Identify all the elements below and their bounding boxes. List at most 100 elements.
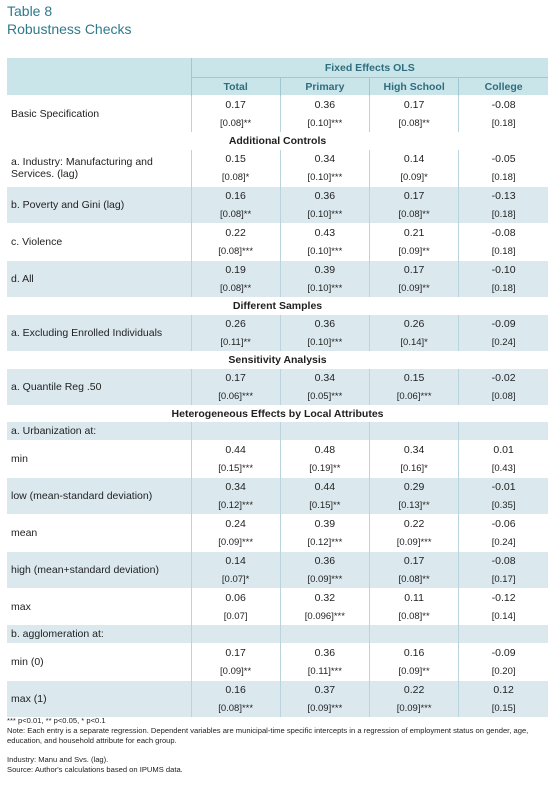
- table-row-coef: b. Poverty and Gini (lag) 0.16 0.36 0.17 -0.…: [7, 186, 549, 224]
- row-label: high (mean+standard deviation): [7, 551, 191, 589]
- coefficient-cell: 0.17: [368, 551, 459, 570]
- row-label: max: [7, 588, 191, 625]
- coefficient-cell: 0.36: [279, 314, 370, 333]
- method-note: Note: Each entry is a separate regressio…: [7, 726, 529, 746]
- std-error-cell: [0.12]***: [279, 533, 370, 552]
- table-row-coef: high (mean+standard deviation) 0.14 0.36 0.…: [7, 551, 549, 589]
- row-label: min: [7, 440, 191, 478]
- table-caption: Robustness Checks: [7, 21, 132, 37]
- row-label: mean: [7, 514, 191, 552]
- std-error-cell: [0.09]*: [368, 168, 459, 187]
- coefficient-cell: 0.44: [190, 440, 281, 459]
- table-notes: *** p<0.01, ** p<0.05, * p<0.1 Note: Eac…: [7, 716, 552, 775]
- industry-note: Industry: Manu and Svs. (lag).: [7, 754, 109, 764]
- std-error-cell: [0.09]***: [279, 570, 370, 589]
- std-error-cell: [0.10]***: [279, 333, 370, 351]
- std-error-cell: [0.09]**: [190, 662, 281, 681]
- section-title: Different Samples: [7, 297, 549, 315]
- row-label: a. Industry: Manufacturing and Services.…: [7, 149, 191, 187]
- std-error-cell: [0.19]**: [279, 459, 370, 478]
- coefficient-cell: 0.34: [368, 440, 459, 459]
- std-error-cell: [0.17]: [458, 570, 549, 589]
- header-col-high-school: High School: [368, 77, 459, 96]
- coefficient-cell: 0.17: [368, 95, 459, 114]
- std-error-cell: [0.09]**: [368, 662, 459, 681]
- subsection-label: a. Urbanization at:: [7, 422, 191, 441]
- std-error-cell: [0.06]***: [368, 387, 459, 405]
- empty-cell: [279, 422, 370, 441]
- row-label: max (1): [7, 680, 191, 717]
- table-row-coef: a. Industry: Manufacturing and Services.…: [7, 149, 549, 187]
- std-error-cell: [0.09]***: [190, 533, 281, 552]
- coefficient-cell: -0.12: [458, 588, 549, 607]
- table-row-coef: min 0.44 0.48 0.34 0.01: [7, 440, 549, 478]
- row-label: a. Quantile Reg .50: [7, 368, 191, 405]
- std-error-cell: [0.10]***: [279, 168, 370, 187]
- table-row-se: [0.09]*** [0.12]*** [0.09]*** [0.24]: [7, 533, 549, 552]
- std-error-cell: [0.15]: [458, 699, 549, 717]
- row-label: c. Violence: [7, 223, 191, 261]
- coefficient-cell: 0.22: [368, 514, 459, 533]
- std-error-cell: [0.08]**: [368, 570, 459, 589]
- std-error-cell: [0.13]**: [368, 496, 459, 515]
- header-col-total: Total: [190, 77, 281, 96]
- table-row-se: [0.08]** [0.10]*** [0.08]** [0.18]: [7, 114, 549, 132]
- coefficient-cell: 0.34: [279, 368, 370, 387]
- header-col-college: College: [458, 77, 549, 96]
- std-error-cell: [0.20]: [458, 662, 549, 681]
- table-row-coef: low (mean-standard deviation) 0.34 0.44 0.2…: [7, 477, 549, 515]
- coefficient-cell: 0.26: [368, 314, 459, 333]
- std-error-cell: [0.24]: [458, 333, 549, 351]
- empty-cell: [190, 422, 281, 441]
- header-empty-cell: [7, 77, 191, 96]
- std-error-cell: [0.09]**: [368, 279, 459, 297]
- coefficient-cell: 0.15: [368, 368, 459, 387]
- coefficient-cell: -0.08: [458, 95, 549, 114]
- coefficient-cell: 0.17: [368, 186, 459, 205]
- std-error-cell: [0.12]***: [190, 496, 281, 515]
- header-fixed-effects: Fixed Effects OLS: [190, 58, 549, 78]
- std-error-cell: [0.15]**: [279, 496, 370, 515]
- subsection-row: b. agglomeration at:: [7, 625, 549, 644]
- coefficient-cell: 0.15: [190, 149, 281, 168]
- std-error-cell: [0.11]**: [190, 333, 281, 351]
- table-row-se: [0.08]* [0.10]*** [0.09]* [0.18]: [7, 168, 549, 187]
- header-empty-cell: [7, 58, 191, 78]
- std-error-cell: [0.06]***: [190, 387, 281, 405]
- section-title: Additional Controls: [7, 132, 549, 150]
- std-error-cell: [0.10]***: [279, 279, 370, 297]
- row-label: b. Poverty and Gini (lag): [7, 186, 191, 224]
- coefficient-cell: -0.09: [458, 643, 549, 662]
- coefficient-cell: 0.24: [190, 514, 281, 533]
- table-row-se: [0.11]** [0.10]*** [0.14]* [0.24]: [7, 333, 549, 351]
- row-label: Basic Specification: [7, 95, 191, 132]
- section-header-row: Additional Controls: [7, 132, 549, 150]
- table-title: Table 8 Robustness Checks: [7, 2, 132, 38]
- coefficient-cell: 0.39: [279, 514, 370, 533]
- table-row-coef: d. All 0.19 0.39 0.17 -0.10: [7, 260, 549, 297]
- table-row-se: [0.12]*** [0.15]** [0.13]** [0.35]: [7, 496, 549, 515]
- empty-cell: [458, 625, 549, 644]
- section-header-row: Sensitivity Analysis: [7, 351, 549, 369]
- table-row-se: [0.08]** [0.10]*** [0.09]** [0.18]: [7, 279, 549, 297]
- table-row-se: [0.08]*** [0.09]*** [0.09]*** [0.15]: [7, 699, 549, 717]
- coefficient-cell: 0.26: [190, 314, 281, 333]
- coefficient-cell: 0.14: [190, 551, 281, 570]
- table-row-se: [0.07]* [0.09]*** [0.08]** [0.17]: [7, 570, 549, 589]
- std-error-cell: [0.24]: [458, 533, 549, 552]
- coefficient-cell: -0.06: [458, 514, 549, 533]
- coefficient-cell: 0.19: [190, 260, 281, 279]
- std-error-cell: [0.10]***: [279, 114, 370, 132]
- coefficient-cell: 0.36: [279, 551, 370, 570]
- empty-cell: [190, 625, 281, 644]
- table-row-coef: c. Violence 0.22 0.43 0.21 -0.08: [7, 223, 549, 261]
- header-group-row: Fixed Effects OLS: [7, 58, 549, 78]
- std-error-cell: [0.09]***: [279, 699, 370, 717]
- coefficient-cell: 0.14: [368, 149, 459, 168]
- std-error-cell: [0.11]***: [279, 662, 370, 681]
- coefficient-cell: 0.17: [190, 643, 281, 662]
- coefficient-cell: 0.32: [279, 588, 370, 607]
- table-row-coef: Basic Specification 0.17 0.36 0.17 -0.08: [7, 95, 549, 132]
- table-row-coef: a. Quantile Reg .50 0.17 0.34 0.15 -0.02: [7, 368, 549, 405]
- coefficient-cell: 0.16: [368, 643, 459, 662]
